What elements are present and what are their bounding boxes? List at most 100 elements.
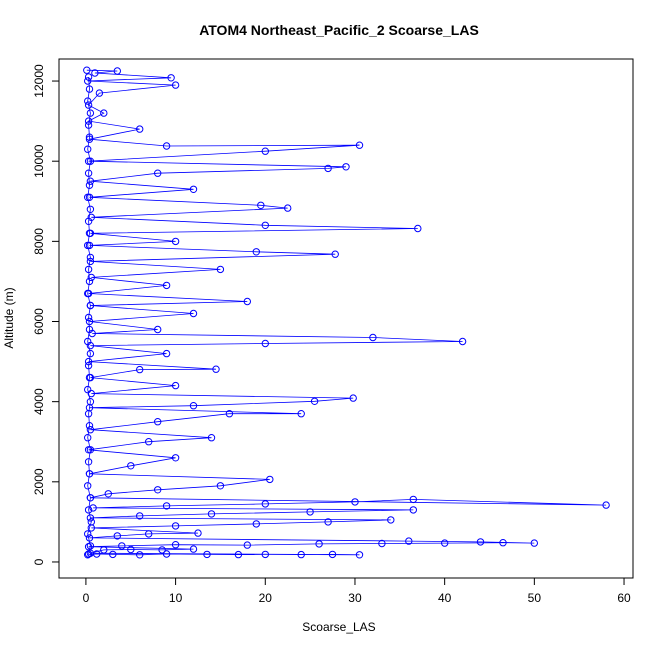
data-point <box>84 410 93 418</box>
data-point <box>331 250 339 258</box>
data-point <box>84 361 93 370</box>
data-point <box>216 482 225 490</box>
data-point <box>113 532 122 540</box>
data-point <box>342 163 350 171</box>
data-point <box>261 339 269 348</box>
data-point <box>499 539 507 547</box>
data-point <box>158 546 166 554</box>
data-point <box>602 501 610 509</box>
data-point <box>84 337 92 346</box>
data-point <box>369 333 377 342</box>
data-point <box>87 273 96 282</box>
y-axis-label: Altitude (m) <box>2 287 16 348</box>
data-point <box>162 142 171 150</box>
data-point <box>104 490 113 498</box>
data-point <box>315 540 323 548</box>
x-tick-label: 30 <box>348 591 362 605</box>
data-point <box>86 514 95 522</box>
data-point <box>405 537 413 545</box>
data-point <box>378 539 386 548</box>
x-axis-label: Scoarse_LAS <box>302 620 375 634</box>
data-point <box>127 462 135 470</box>
y-tick-label: 6000 <box>32 308 46 335</box>
data-point <box>171 237 180 246</box>
data-point <box>86 349 95 358</box>
data-point <box>306 508 314 516</box>
data-point <box>85 85 94 93</box>
data-point <box>203 550 211 559</box>
data-point <box>109 550 117 559</box>
data-point <box>86 157 95 165</box>
series-line <box>87 76 92 555</box>
data-point <box>84 458 93 466</box>
data-point <box>89 504 97 512</box>
data-point <box>324 518 332 526</box>
y-tick-label: 10000 <box>32 144 46 178</box>
y-tick-label: 0 <box>32 558 46 565</box>
data-point <box>84 289 92 298</box>
data-point <box>84 121 93 129</box>
y-tick-label: 12000 <box>32 64 46 98</box>
data-point <box>127 545 135 554</box>
data-point <box>387 516 395 524</box>
data-point <box>86 205 95 214</box>
plot-frame <box>58 58 634 579</box>
data-point <box>100 109 108 117</box>
data-point <box>355 141 364 149</box>
data-point <box>85 133 94 141</box>
data-point <box>261 550 269 559</box>
data-point <box>171 454 180 462</box>
data-point <box>84 530 92 538</box>
data-point <box>86 301 95 310</box>
data-point <box>297 410 305 418</box>
data-point <box>86 177 95 185</box>
data-point <box>409 495 417 504</box>
data-point <box>136 512 144 520</box>
data-point <box>441 539 449 547</box>
data-point <box>212 365 220 373</box>
data-point <box>86 446 95 454</box>
data-point <box>154 486 162 494</box>
x-tick-label: 20 <box>259 591 273 605</box>
data-point <box>355 551 364 559</box>
data-point <box>85 470 94 478</box>
data-point <box>171 522 180 530</box>
data-point <box>530 539 538 547</box>
y-tick-label: 4000 <box>32 388 46 415</box>
data-point <box>84 77 92 85</box>
data-point <box>84 265 93 274</box>
data-point <box>84 385 92 394</box>
data-point <box>85 277 94 286</box>
data-point <box>194 529 202 537</box>
data-point <box>328 550 337 559</box>
data-point <box>162 281 171 290</box>
data-point <box>86 494 95 502</box>
x-tick-label: 40 <box>438 591 452 605</box>
data-point <box>216 265 225 274</box>
data-point <box>85 181 94 189</box>
y-tick-label: 8000 <box>32 228 46 255</box>
data-point <box>154 169 162 177</box>
data-point <box>167 74 175 82</box>
data-point <box>136 125 144 133</box>
data-point <box>85 373 94 382</box>
data-point <box>154 418 162 426</box>
data-point <box>86 542 95 550</box>
data-point <box>95 89 104 97</box>
data-point <box>84 97 92 105</box>
y-axis: 0 2000 4000 6000 8000 10000 12000 <box>32 64 60 565</box>
data-point <box>84 217 93 226</box>
data-point <box>87 518 96 526</box>
y-tick-label: 2000 <box>32 468 46 495</box>
x-tick-label: 0 <box>83 591 90 605</box>
data-point <box>84 482 92 490</box>
data-point <box>414 224 422 233</box>
data-point <box>189 545 198 553</box>
data-point <box>91 69 99 77</box>
data-point <box>113 67 122 75</box>
data-point <box>207 434 216 442</box>
data-point <box>207 510 216 518</box>
data-point <box>118 542 126 550</box>
data-point <box>86 109 95 117</box>
data-point <box>297 550 305 559</box>
